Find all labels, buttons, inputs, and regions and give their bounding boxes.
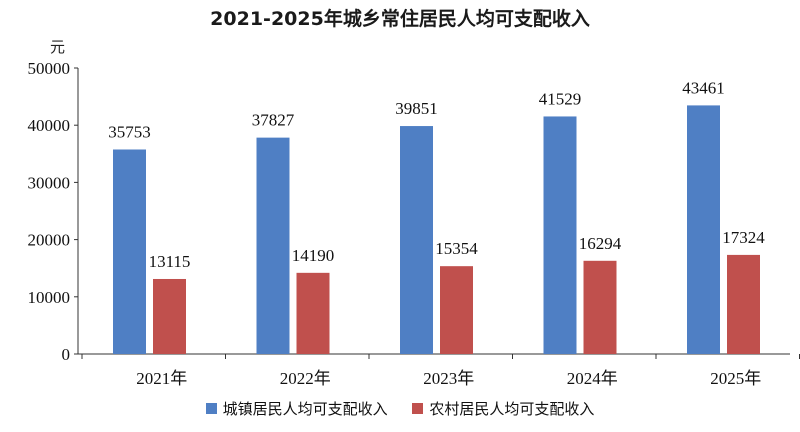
x-category-label: 2023年 bbox=[423, 369, 474, 388]
bar-urban bbox=[687, 105, 720, 354]
data-label-urban: 43461 bbox=[682, 78, 725, 97]
legend: 城镇居民人均可支配收入 农村居民人均可支配收入 bbox=[0, 398, 800, 419]
x-category-label: 2022年 bbox=[280, 369, 331, 388]
bar-urban bbox=[256, 137, 290, 354]
legend-item-rural: 农村居民人均可支配收入 bbox=[412, 398, 594, 419]
y-tick-label: 10000 bbox=[28, 288, 71, 307]
y-tick-label: 20000 bbox=[28, 231, 71, 250]
bar-rural bbox=[296, 272, 330, 354]
bar-urban bbox=[543, 116, 577, 354]
x-category-label: 2021年 bbox=[136, 369, 187, 388]
legend-item-urban: 城镇居民人均可支配收入 bbox=[205, 398, 388, 419]
bar-rural bbox=[153, 278, 186, 354]
legend-label-urban: 城镇居民人均可支配收入 bbox=[222, 400, 388, 418]
y-tick-label: 40000 bbox=[28, 116, 71, 135]
y-tick-label: 0 bbox=[62, 345, 71, 364]
bar-rural bbox=[583, 260, 617, 354]
bar-urban bbox=[400, 126, 433, 354]
y-axis-unit-label: 元 bbox=[50, 38, 66, 56]
y-tick-label: 50000 bbox=[28, 59, 71, 78]
legend-swatch-rural bbox=[412, 403, 424, 414]
x-category-label: 2025年 bbox=[710, 369, 761, 388]
data-label-rural: 15354 bbox=[435, 239, 478, 258]
data-label-urban: 39851 bbox=[395, 99, 438, 118]
bar-rural bbox=[727, 254, 760, 354]
bar-rural bbox=[440, 266, 473, 354]
legend-label-rural: 农村居民人均可支配收入 bbox=[429, 400, 595, 418]
legend-swatch-urban bbox=[205, 403, 217, 414]
data-label-rural: 13115 bbox=[149, 252, 191, 271]
data-label-rural: 17324 bbox=[722, 228, 765, 247]
data-label-rural: 16294 bbox=[579, 234, 622, 253]
x-category-label: 2024年 bbox=[567, 369, 618, 388]
data-label-urban: 37827 bbox=[252, 111, 295, 130]
chart-title: 2021-2025年城乡常住居民人均可支配收入 bbox=[210, 8, 590, 30]
bar-urban bbox=[113, 149, 146, 354]
data-label-urban: 41529 bbox=[539, 89, 582, 108]
data-label-rural: 14190 bbox=[292, 246, 335, 265]
data-label-urban: 35753 bbox=[108, 122, 151, 141]
y-tick-label: 30000 bbox=[28, 173, 71, 192]
